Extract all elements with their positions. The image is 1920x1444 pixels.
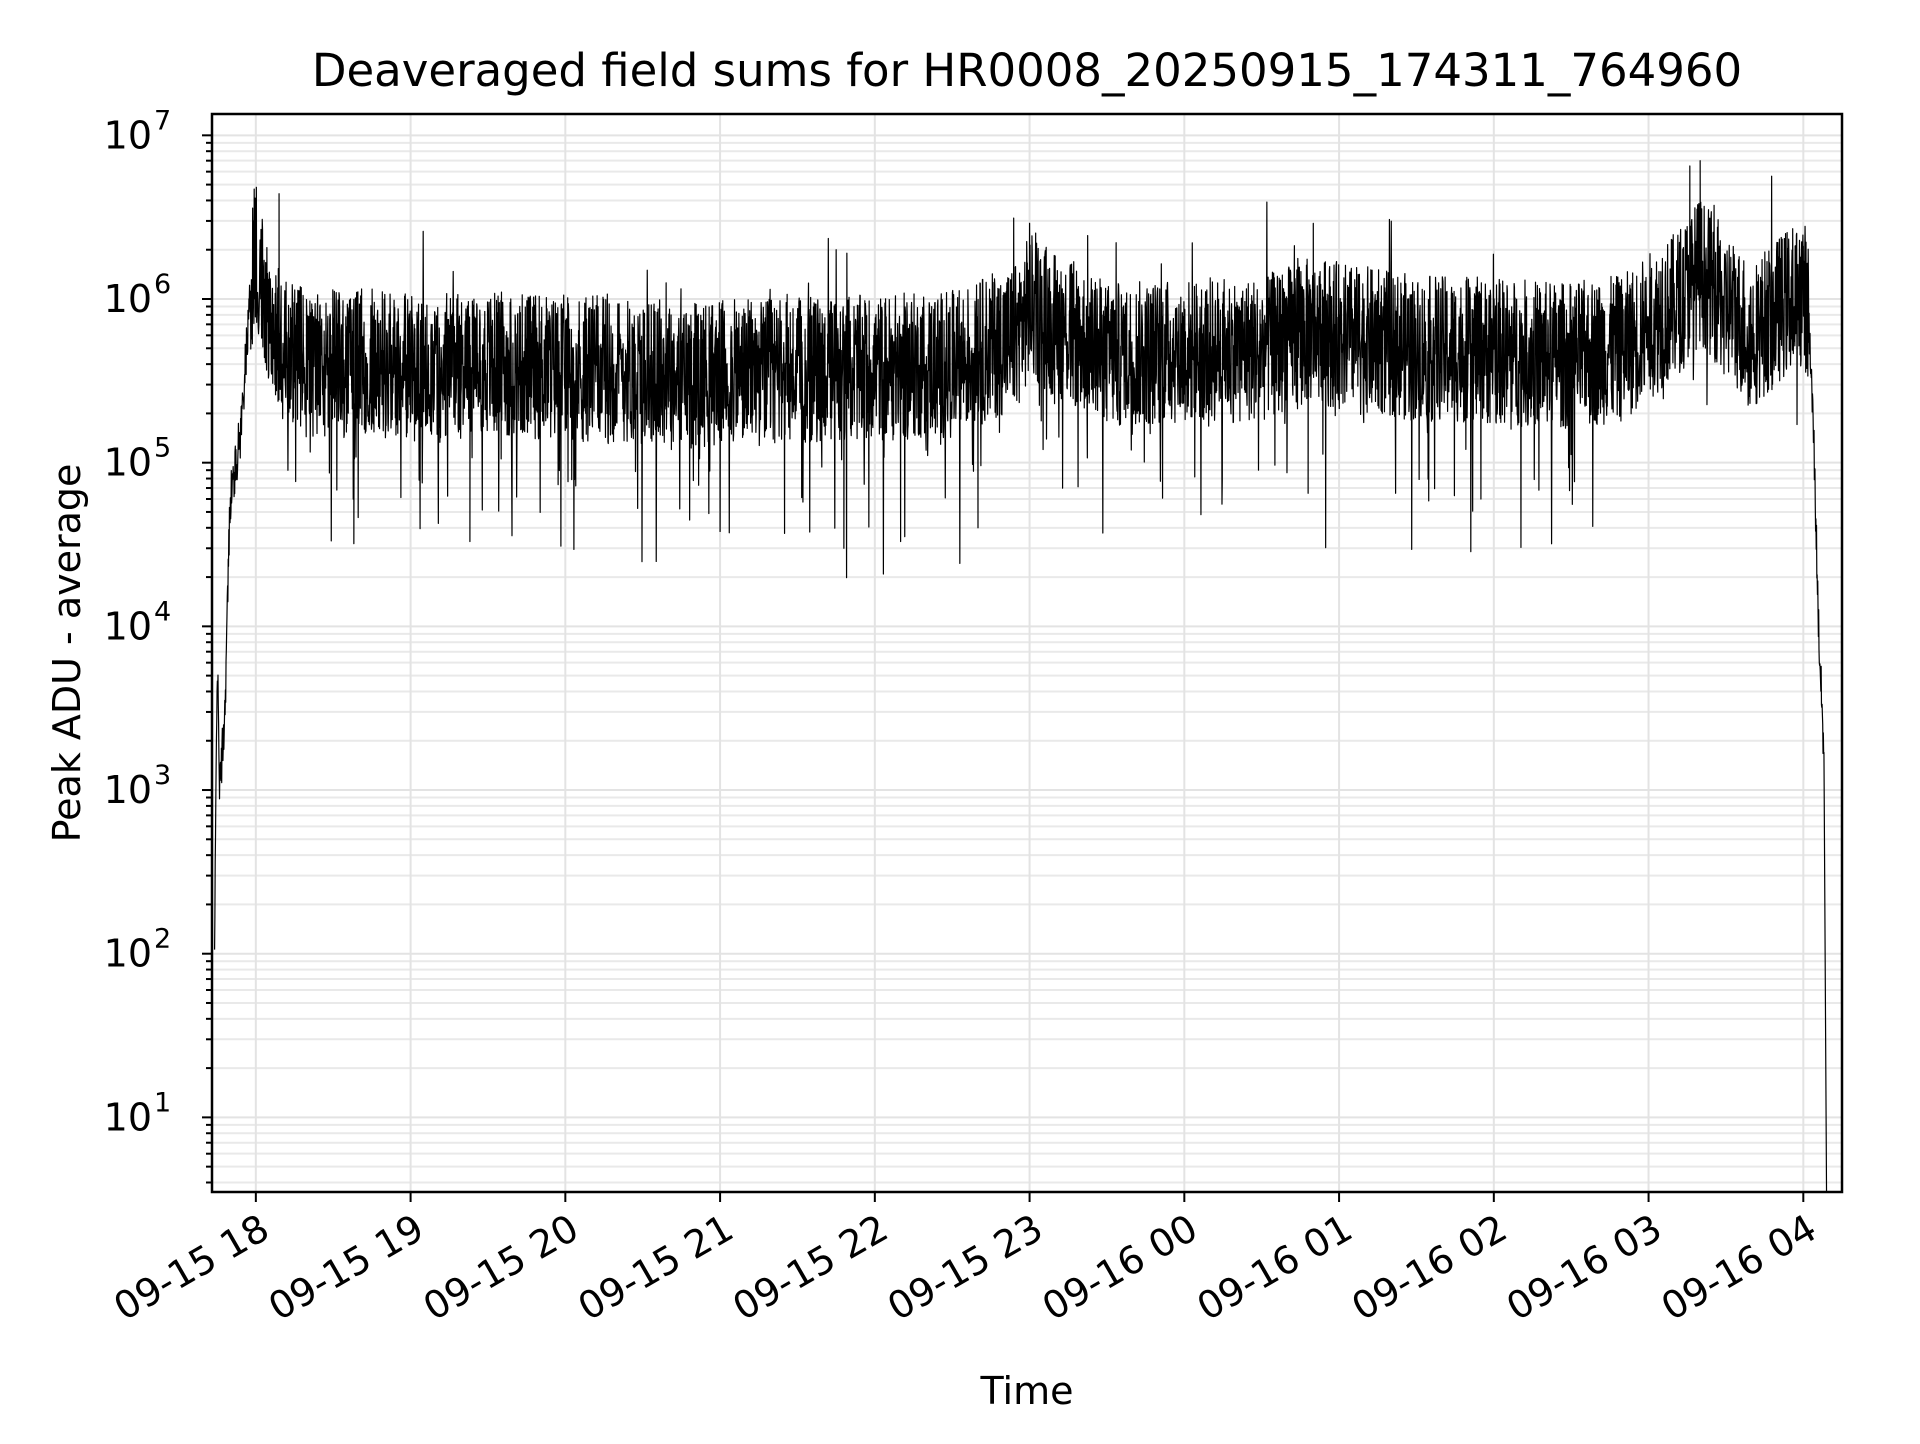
y-tick-exponent: 1 [154,1087,171,1118]
y-tick-label: 10 [104,277,152,321]
series-line [213,160,1828,1192]
chart-title: Deaveraged field sums for HR0008_2025091… [312,44,1742,97]
y-tick-label: 10 [104,113,152,157]
series-layer [213,160,1828,1192]
y-tick-exponent: 3 [154,760,171,791]
x-tick-label: 09-15 19 [261,1206,431,1330]
y-tick-label: 10 [104,932,152,976]
x-tick-label: 09-15 23 [880,1206,1050,1330]
x-tick-label: 09-16 03 [1499,1206,1669,1330]
x-tick-label: 09-16 00 [1035,1206,1205,1330]
y-tick-label: 10 [104,1095,152,1139]
plot-frame [210,112,1844,1194]
y-tick-exponent: 6 [154,269,171,300]
y-tick-exponent: 5 [154,433,171,464]
y-tick-label: 10 [104,768,152,812]
y-tick-exponent: 7 [154,105,171,136]
x-tick-label: 09-16 02 [1344,1206,1514,1330]
x-axis-label: Time [980,1369,1074,1413]
x-tick-label: 09-16 01 [1190,1206,1360,1330]
x-tick-label: 09-15 20 [416,1206,586,1330]
x-tick-label: 09-15 22 [725,1206,895,1330]
y-tick-exponent: 2 [154,924,171,955]
x-tick-label: 09-15 18 [106,1206,276,1330]
x-tick-label: 09-16 04 [1654,1206,1824,1330]
y-axis-label: Peak ADU - average [45,464,89,843]
x-tick-label: 09-15 21 [571,1206,741,1330]
y-tick-label: 10 [104,604,152,648]
y-tick-label: 10 [104,441,152,485]
y-tick-exponent: 4 [154,596,171,627]
